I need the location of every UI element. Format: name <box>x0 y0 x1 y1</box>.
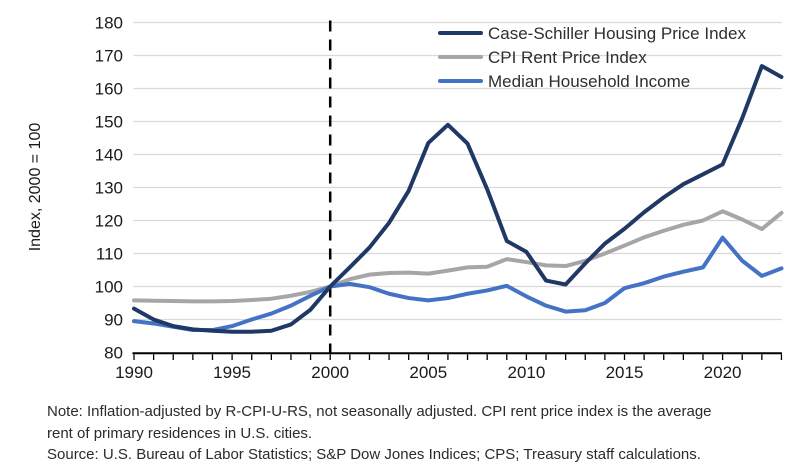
y-tick-label: 140 <box>95 146 123 165</box>
note-line-3: Source: U.S. Bureau of Labor Statistics;… <box>47 446 701 463</box>
x-tick-label: 2020 <box>704 363 742 382</box>
y-tick-label: 160 <box>95 80 123 99</box>
legend-item: Median Household Income <box>438 69 746 93</box>
y-tick-label: 90 <box>104 311 123 330</box>
legend-label: Case-Schiller Housing Price Index <box>488 23 746 43</box>
y-tick-label: 130 <box>95 179 123 198</box>
note-line-2: rent of primary residences in U.S. citie… <box>47 424 313 442</box>
y-tick-label: 80 <box>104 344 123 363</box>
chart-legend: Case-Schiller Housing Price Index CPI Re… <box>438 21 746 93</box>
y-tick-label: 170 <box>95 47 123 66</box>
legend-label: Median Household Income <box>488 71 691 91</box>
series-line-case-schiller-housing-price-index <box>132 64 784 334</box>
x-tick-label: 2005 <box>409 363 447 382</box>
note-line-1: Note: Inflation-adjusted by R-CPI-U-RS, … <box>47 403 712 420</box>
legend-label: CPI Rent Price Index <box>488 47 647 67</box>
y-tick-label: 100 <box>95 278 123 297</box>
series-line-median-household-income <box>132 235 784 333</box>
legend-swatch-median-income <box>438 78 483 84</box>
x-tick-label: 1990 <box>115 363 153 382</box>
chart-notes: Note: Inflation-adjusted by R-CPI-U-RS, … <box>47 401 795 466</box>
legend-swatch-case-schiller <box>438 30 483 36</box>
legend-item: Case-Schiller Housing Price Index <box>438 21 746 45</box>
x-tick-label: 2000 <box>311 363 349 382</box>
y-tick-label: 150 <box>95 113 123 132</box>
x-tick-label: 2010 <box>507 363 545 382</box>
legend-item: CPI Rent Price Index <box>438 45 746 69</box>
x-tick-label: 2015 <box>606 363 644 382</box>
chart: 80 90 100 110 120 130 140 150 160 170 180 1990 1995 2… <box>27 14 784 382</box>
chart-svg: 80 90 100 110 120 130 140 150 160 170 180 1990 1995 2… <box>27 14 784 382</box>
series-line-cpi-rent-price-index <box>132 209 784 304</box>
y-tick-label: 180 <box>95 14 123 33</box>
y-axis-title: Index, 2000 = 100 <box>27 123 44 252</box>
y-tick-label: 120 <box>95 212 123 231</box>
y-tick-label: 110 <box>96 245 123 264</box>
x-tick-label: 1995 <box>213 363 251 382</box>
legend-swatch-cpi-rent <box>438 54 483 60</box>
